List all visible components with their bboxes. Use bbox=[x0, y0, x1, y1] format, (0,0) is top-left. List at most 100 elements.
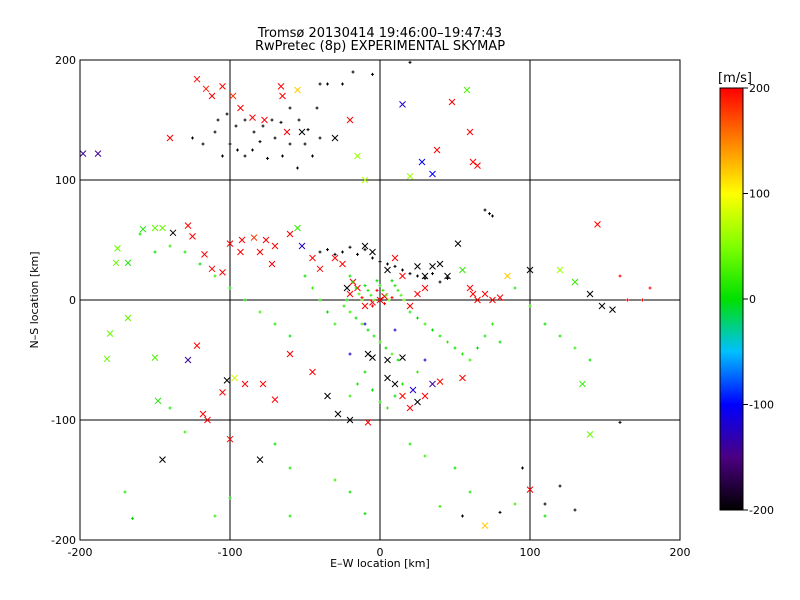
data-point-plus bbox=[270, 118, 274, 122]
data-point-plus bbox=[363, 284, 367, 288]
data-point-plus bbox=[416, 274, 419, 278]
data-point-plus bbox=[243, 298, 247, 302]
data-point-plus bbox=[333, 478, 337, 482]
data-point-x bbox=[474, 296, 481, 304]
data-point-plus bbox=[626, 298, 629, 302]
data-point-plus bbox=[363, 370, 367, 374]
data-point-x bbox=[586, 290, 594, 298]
data-point-plus bbox=[131, 516, 134, 520]
data-point-x bbox=[256, 456, 264, 463]
data-point-plus bbox=[387, 298, 391, 302]
data-point-plus bbox=[356, 382, 359, 386]
grid-lines bbox=[80, 60, 680, 540]
data-point-plus bbox=[266, 156, 269, 160]
data-point-x bbox=[139, 225, 147, 233]
data-point-plus bbox=[371, 72, 374, 76]
data-point-plus bbox=[483, 208, 487, 212]
data-point-x bbox=[184, 356, 192, 364]
data-point-plus bbox=[138, 232, 142, 236]
data-point-plus bbox=[371, 388, 374, 392]
data-point-plus bbox=[468, 490, 472, 494]
data-point-x bbox=[199, 410, 207, 418]
data-point-plus bbox=[618, 420, 622, 424]
data-point-plus bbox=[261, 124, 265, 128]
data-point-plus bbox=[326, 248, 329, 252]
data-point-x bbox=[286, 230, 294, 238]
data-point-plus bbox=[431, 328, 434, 332]
data-point-plus bbox=[345, 298, 349, 302]
data-point-plus bbox=[416, 316, 419, 320]
data-point-plus bbox=[318, 298, 322, 302]
data-point-plus bbox=[375, 288, 379, 292]
data-point-x bbox=[271, 242, 279, 250]
data-point-plus bbox=[375, 279, 379, 283]
data-point-plus bbox=[288, 466, 292, 470]
data-point-x bbox=[466, 128, 474, 136]
data-point-x bbox=[399, 272, 406, 280]
data-point-plus bbox=[123, 490, 127, 494]
data-point-plus bbox=[311, 154, 314, 158]
data-point-x bbox=[159, 224, 166, 232]
data-point-plus bbox=[521, 466, 524, 470]
data-point-plus bbox=[513, 502, 517, 506]
data-point-plus bbox=[273, 136, 277, 140]
data-point-x bbox=[526, 486, 534, 493]
data-point-plus bbox=[318, 250, 322, 254]
data-point-plus bbox=[446, 276, 449, 280]
data-point-plus bbox=[228, 286, 232, 290]
data-point-x bbox=[169, 229, 177, 237]
data-point-plus bbox=[216, 118, 220, 122]
data-point-x bbox=[609, 306, 616, 313]
data-point-plus bbox=[396, 358, 400, 362]
data-point-x bbox=[124, 259, 132, 267]
data-point-plus bbox=[543, 502, 547, 506]
data-point-plus bbox=[402, 298, 406, 302]
data-point-plus bbox=[453, 466, 457, 470]
data-point-x bbox=[448, 98, 456, 106]
colorbar-tick-label: 100 bbox=[749, 188, 770, 201]
data-point-x bbox=[124, 314, 132, 322]
data-point-x bbox=[268, 260, 276, 268]
data-point-x bbox=[309, 254, 316, 262]
data-point-plus bbox=[326, 310, 329, 314]
data-point-x bbox=[286, 350, 294, 358]
data-points bbox=[80, 60, 652, 529]
chart-subtitle: RwPretec (8p) EXPERIMENTAL SKYMAP bbox=[254, 39, 506, 54]
data-point-x bbox=[154, 397, 162, 405]
data-point-x bbox=[481, 522, 489, 529]
data-point-plus bbox=[408, 60, 412, 64]
data-point-plus bbox=[234, 124, 238, 128]
data-point-plus bbox=[383, 302, 386, 306]
data-point-plus bbox=[228, 142, 232, 146]
data-point-x bbox=[571, 278, 579, 286]
data-point-plus bbox=[498, 340, 502, 344]
data-point-plus bbox=[288, 106, 292, 110]
data-point-x bbox=[391, 380, 399, 388]
data-point-x bbox=[429, 263, 436, 270]
colorbar: [m/s] 200 100 0 -100 -200 bbox=[718, 71, 774, 517]
data-point-plus bbox=[252, 130, 256, 134]
data-point-plus bbox=[348, 274, 352, 278]
data-point-plus bbox=[288, 334, 292, 338]
data-point-x bbox=[346, 116, 354, 124]
data-point-x bbox=[346, 416, 354, 424]
data-point-plus bbox=[281, 154, 284, 158]
data-point-x bbox=[556, 266, 564, 274]
data-point-plus bbox=[461, 514, 464, 518]
data-point-plus bbox=[399, 293, 403, 297]
data-point-plus bbox=[390, 279, 394, 283]
data-point-plus bbox=[303, 274, 307, 278]
data-point-plus bbox=[354, 286, 358, 290]
data-point-x bbox=[429, 380, 436, 388]
data-point-plus bbox=[558, 334, 562, 338]
data-point-plus bbox=[251, 148, 254, 152]
data-point-plus bbox=[228, 496, 232, 500]
colorbar-tick-label: 200 bbox=[749, 82, 770, 95]
data-point-x bbox=[151, 354, 159, 361]
data-point-plus bbox=[363, 512, 367, 516]
data-point-x bbox=[193, 342, 201, 349]
data-point-plus bbox=[543, 322, 547, 326]
data-point-plus bbox=[483, 334, 487, 338]
data-point-x bbox=[241, 380, 249, 388]
data-point-x bbox=[466, 284, 474, 292]
